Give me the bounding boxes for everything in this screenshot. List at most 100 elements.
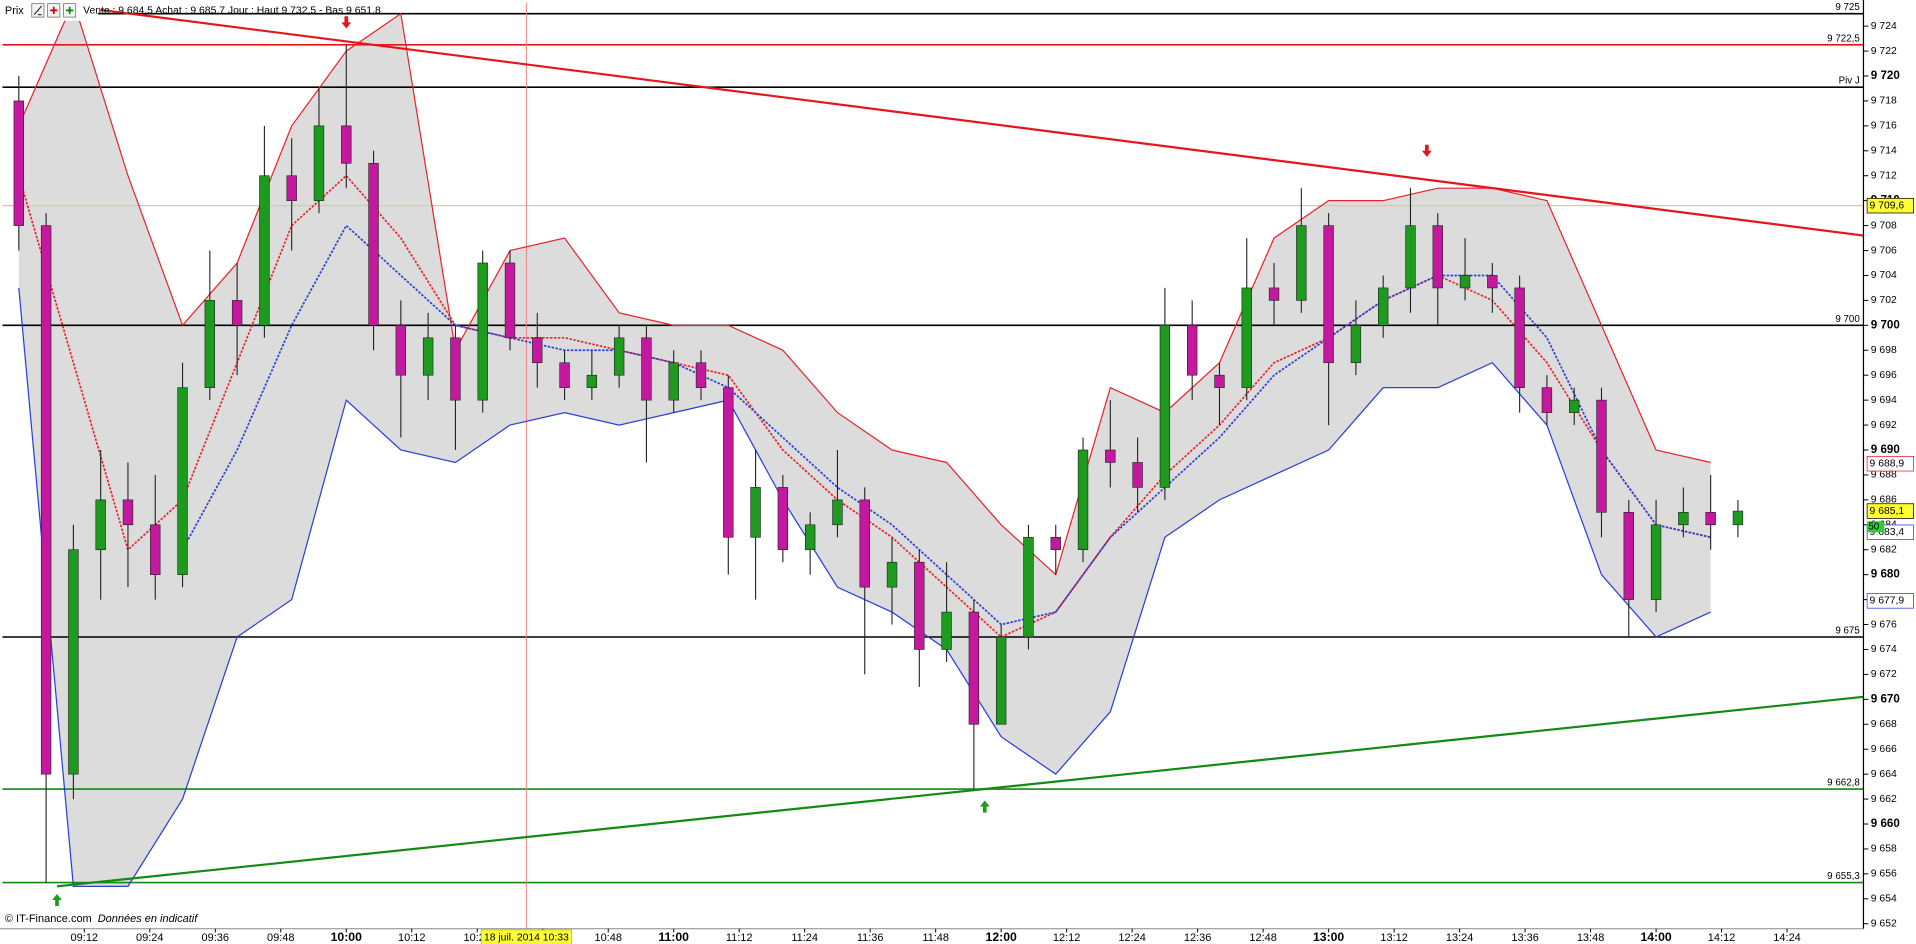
candle-body [422, 337, 434, 376]
candle-body [1077, 449, 1089, 551]
candle-body [613, 337, 625, 376]
candle-body [1405, 225, 1416, 289]
y-tick-label: 9 694 [1871, 395, 1897, 406]
x-tick-label: 13:24 [1446, 932, 1473, 944]
price-box [1866, 503, 1914, 519]
candle-body [1296, 225, 1307, 301]
price-box-label: 9 683,4 [1870, 527, 1905, 538]
y-tick-label: 9 706 [1871, 245, 1897, 256]
y-tick-label: 9 688 [1871, 470, 1897, 481]
y-tick-label: 9 712 [1871, 170, 1897, 181]
y-tick-label: 9 674 [1871, 644, 1897, 655]
candle-body [450, 337, 461, 401]
x-tick-label: 13:48 [1577, 932, 1604, 944]
y-tick-label: 9 656 [1871, 869, 1897, 880]
candle-body [995, 636, 1007, 725]
indicator-tag [1867, 521, 1885, 533]
level-label: 9 662,8 [1827, 778, 1860, 789]
candle-body [1678, 512, 1689, 526]
trendline [56, 695, 1864, 888]
y-tick-label: 9 690 [1871, 443, 1900, 456]
price-box-label: 9 709,6 [1870, 200, 1905, 211]
candle-body [1596, 399, 1607, 513]
candle-body [68, 549, 79, 775]
price-box-label: 9 685,1 [1870, 506, 1905, 517]
candle-body [1268, 287, 1280, 301]
y-tick-label: 9 708 [1871, 220, 1897, 231]
candle-body [1214, 374, 1225, 388]
x-tick-label: 09:12 [71, 932, 98, 944]
cursor-box [480, 929, 572, 944]
y-tick-label: 9 724 [1871, 21, 1897, 32]
candle-body [804, 524, 816, 551]
y-tick-label: 9 716 [1871, 121, 1897, 132]
candle-body [968, 611, 980, 725]
candle-body [1378, 287, 1389, 326]
candle-body [1105, 449, 1116, 463]
tool-glyph [33, 5, 43, 16]
x-tick-label: 13:00 [1313, 930, 1344, 944]
x-tick-label: 12:00 [986, 930, 1017, 944]
candle-body [177, 387, 188, 575]
level-label: 9 675 [1835, 625, 1860, 636]
candle-body [341, 125, 352, 164]
x-tick-label: 12:12 [1053, 932, 1080, 944]
y-tick-label: 9 720 [1871, 69, 1900, 82]
y-tick-label: 9 666 [1871, 744, 1897, 755]
candle-body [204, 300, 216, 388]
candle-body [750, 487, 761, 538]
candle-body [368, 162, 379, 326]
candle-body [777, 487, 789, 551]
price-box [1866, 456, 1914, 472]
candle-body [477, 262, 488, 401]
candle-body [832, 499, 843, 526]
quote-header: Vente : 9 684,5 Achat : 9 685,7 Jour : H… [83, 6, 381, 17]
x-tick-label: 14:24 [1773, 932, 1800, 944]
price-box-label: 9 677,9 [1870, 596, 1905, 607]
x-tick-label: 11:24 [791, 932, 818, 944]
candle-body [641, 337, 652, 401]
price-box [1866, 197, 1914, 214]
candle-body [1541, 387, 1553, 413]
candle-body [941, 611, 952, 650]
candle-body [859, 499, 870, 588]
candle-body [668, 362, 679, 401]
disclaimer: Données en indicatif [98, 913, 198, 925]
candle-body [1705, 512, 1716, 526]
candle-body [1569, 399, 1580, 413]
candle-body [532, 337, 543, 364]
level-label: 9 655,3 [1827, 871, 1860, 882]
candle-body [122, 499, 134, 526]
y-tick-label: 9 704 [1871, 270, 1897, 281]
level-label: 9 700 [1835, 314, 1860, 325]
candle-body [1159, 325, 1171, 488]
candle-body [723, 387, 734, 538]
y-tick-label: 9 668 [1871, 719, 1897, 730]
level-label: 9 725 [1835, 2, 1860, 13]
moving-average [181, 224, 1711, 626]
price-box [1866, 593, 1914, 609]
y-tick-label: 9 672 [1871, 669, 1897, 680]
candle-body [13, 100, 25, 226]
candle-body [886, 561, 898, 588]
y-tick-label: 9 692 [1871, 420, 1897, 431]
y-tick-label: 9 696 [1871, 370, 1897, 381]
indicator-tag-label: 50 [1868, 521, 1879, 532]
candle-body [1514, 287, 1525, 388]
candle-body [914, 561, 925, 650]
candle-body [313, 125, 325, 201]
candle-body [559, 362, 570, 388]
band-fill [18, 1, 1711, 887]
signal-arrow [52, 893, 62, 907]
candle-body [1623, 512, 1634, 600]
price-box-label: 9 688,9 [1870, 458, 1905, 469]
copyright: © IT-Finance.com [5, 913, 92, 925]
y-tick-label: 9 662 [1871, 794, 1897, 805]
signal-arrow [341, 16, 352, 29]
candle-body [1050, 536, 1061, 551]
x-tick-label: 11:48 [922, 932, 949, 944]
tool-glyph [50, 6, 58, 15]
